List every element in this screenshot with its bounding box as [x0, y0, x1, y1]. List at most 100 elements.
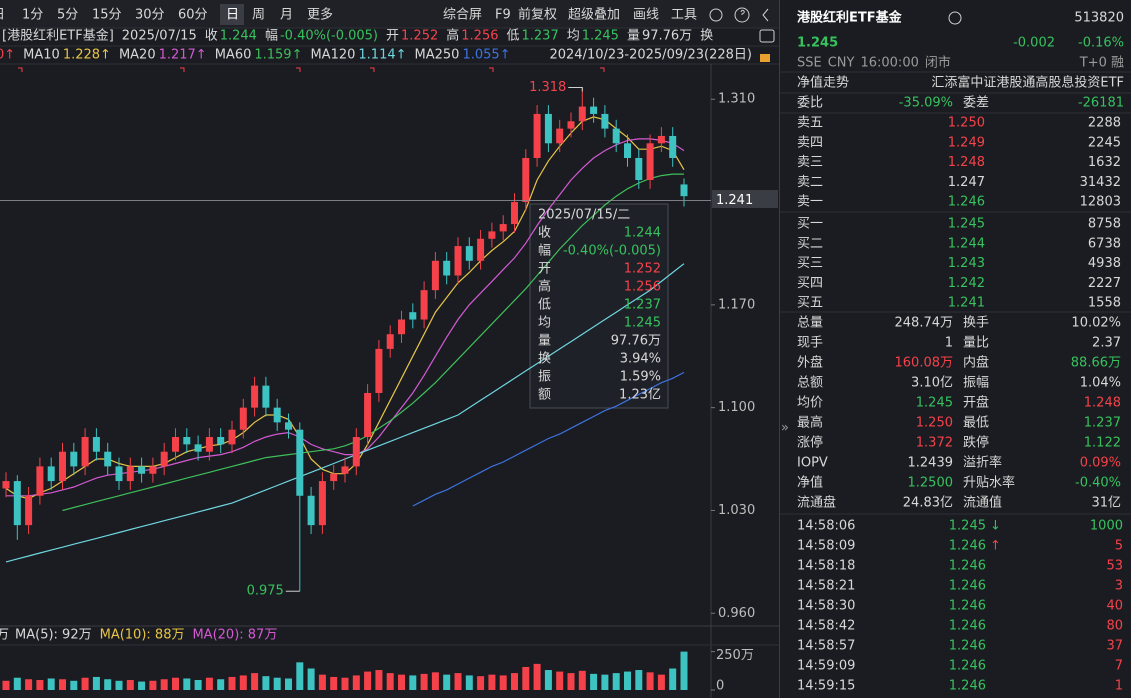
volume-bar	[420, 673, 428, 690]
info-icon[interactable]	[948, 11, 962, 25]
ma-value: 1.159↑	[254, 48, 302, 63]
tooltip-value: 3.94%	[620, 352, 661, 367]
candle-body	[624, 143, 631, 158]
ma-value: 1.228↑	[63, 48, 111, 63]
volume-bar	[398, 674, 405, 690]
tool-button[interactable]: 前复权	[518, 7, 557, 23]
tool-button[interactable]: 工具	[671, 8, 697, 23]
volume-bar	[488, 674, 496, 690]
period-tab[interactable]: 周	[252, 8, 265, 23]
last-price: 1.245	[797, 36, 838, 51]
book-price: 1.247	[948, 175, 985, 190]
candle-body	[36, 466, 44, 496]
help-icon[interactable]	[734, 7, 750, 23]
period-tab[interactable]: 1分	[22, 8, 43, 23]
lock-icon[interactable]	[760, 54, 770, 62]
quote-value: 1.256	[461, 29, 498, 44]
volume-bar	[522, 666, 530, 690]
volume-bar	[578, 670, 586, 690]
tool-button[interactable]: 画线	[633, 8, 659, 23]
volume-bar	[228, 676, 236, 690]
meta: 闭市	[925, 55, 951, 71]
volume-bar	[431, 672, 439, 690]
volume-bar	[499, 675, 507, 690]
volume-bar	[126, 680, 134, 690]
meta: 16:00:00	[860, 56, 918, 71]
candle-body	[183, 437, 191, 445]
stat-value: 1	[945, 336, 953, 351]
tooltip-label: 额	[538, 388, 551, 403]
tooltip-box	[529, 203, 669, 409]
y-tick-label: 0.960	[718, 606, 755, 621]
volume-bar	[556, 671, 564, 690]
candle-body	[567, 121, 575, 129]
period-tab[interactable]: 更多	[307, 7, 333, 23]
period-tab[interactable]: 日	[0, 8, 5, 23]
trade-price: 1.246	[949, 539, 986, 554]
volume-bar	[239, 675, 247, 690]
tool-button[interactable]: 超级叠加	[568, 8, 620, 23]
book-volume: 2227	[1088, 276, 1121, 291]
period-tab[interactable]: 5分	[57, 8, 78, 23]
stat-label: 溢折率	[963, 455, 1002, 471]
period-tab[interactable]: 60分	[178, 8, 208, 23]
quote-label: 幅	[265, 29, 278, 44]
wp-icon[interactable]	[759, 29, 775, 43]
quote-label: 低	[506, 29, 519, 44]
candle-body	[477, 238, 485, 261]
tooltip-label: 量	[538, 334, 551, 349]
volume-bar	[307, 668, 315, 690]
fund-name: 汇添富中证港股通高股息投资ETF	[931, 75, 1124, 91]
stat-value: 1.372	[916, 436, 953, 451]
stat-label: 现手	[797, 336, 823, 351]
stat-value: 24.83亿	[903, 496, 953, 511]
stat-value: 1.237	[1084, 416, 1121, 431]
volume-bar	[149, 680, 157, 690]
ma-line	[412, 371, 685, 507]
stock-name: [港股红利ETF基金]	[2, 28, 114, 44]
volume-bar	[205, 677, 213, 690]
period-tab[interactable]: 月	[280, 8, 293, 23]
volume-bar	[590, 673, 598, 690]
volume-bar	[454, 673, 462, 690]
tooltip-value: 1.59%	[620, 370, 661, 385]
volume-bar	[59, 679, 66, 690]
quote-value: 1.245	[582, 29, 619, 44]
ma-name: MA10	[23, 48, 60, 63]
collapse-button[interactable]: »	[781, 421, 789, 436]
period-tab[interactable]: 30分	[135, 8, 165, 23]
crosshair-label-bg	[712, 190, 778, 208]
trade-price: 1.246	[949, 639, 986, 654]
volume-bar	[70, 680, 78, 690]
tool-button[interactable]: 综合屏	[443, 8, 482, 23]
tool-button[interactable]: F9	[495, 8, 511, 23]
stat-value: 160.08万	[895, 356, 954, 371]
trade-volume: 80	[1106, 619, 1123, 634]
candle-body	[522, 157, 530, 203]
nav-link[interactable]: 净值走势	[797, 75, 849, 91]
book-price: 1.249	[948, 135, 985, 150]
security-name: 港股红利ETF基金	[797, 10, 903, 26]
y-tick-label: 1.310	[718, 92, 755, 107]
period-tab[interactable]: 15分	[92, 8, 122, 23]
candle-body	[398, 319, 405, 335]
tooltip-label: 低	[538, 298, 551, 313]
volume-bar	[115, 680, 123, 690]
settings-icon[interactable]	[709, 8, 723, 22]
security-code: 513820	[1074, 11, 1124, 26]
candle-body	[307, 495, 315, 526]
stat-value: 1.248	[1084, 396, 1121, 411]
book-volume: 8758	[1088, 217, 1121, 232]
period-tab[interactable]: 日	[226, 8, 239, 23]
flags: T+0 融	[1079, 56, 1124, 71]
trade-time: 14:59:09	[797, 659, 855, 674]
candle-body	[13, 481, 21, 526]
trade-volume: 1000	[1090, 519, 1123, 534]
volume-bar	[25, 679, 33, 690]
stat-value: 1.245	[916, 396, 953, 411]
tooltip-label: 均	[538, 316, 551, 331]
stat-value: 2.37	[1092, 336, 1121, 351]
back-icon[interactable]	[762, 8, 769, 22]
volume-bar	[624, 671, 631, 690]
volume-bar	[669, 668, 677, 690]
